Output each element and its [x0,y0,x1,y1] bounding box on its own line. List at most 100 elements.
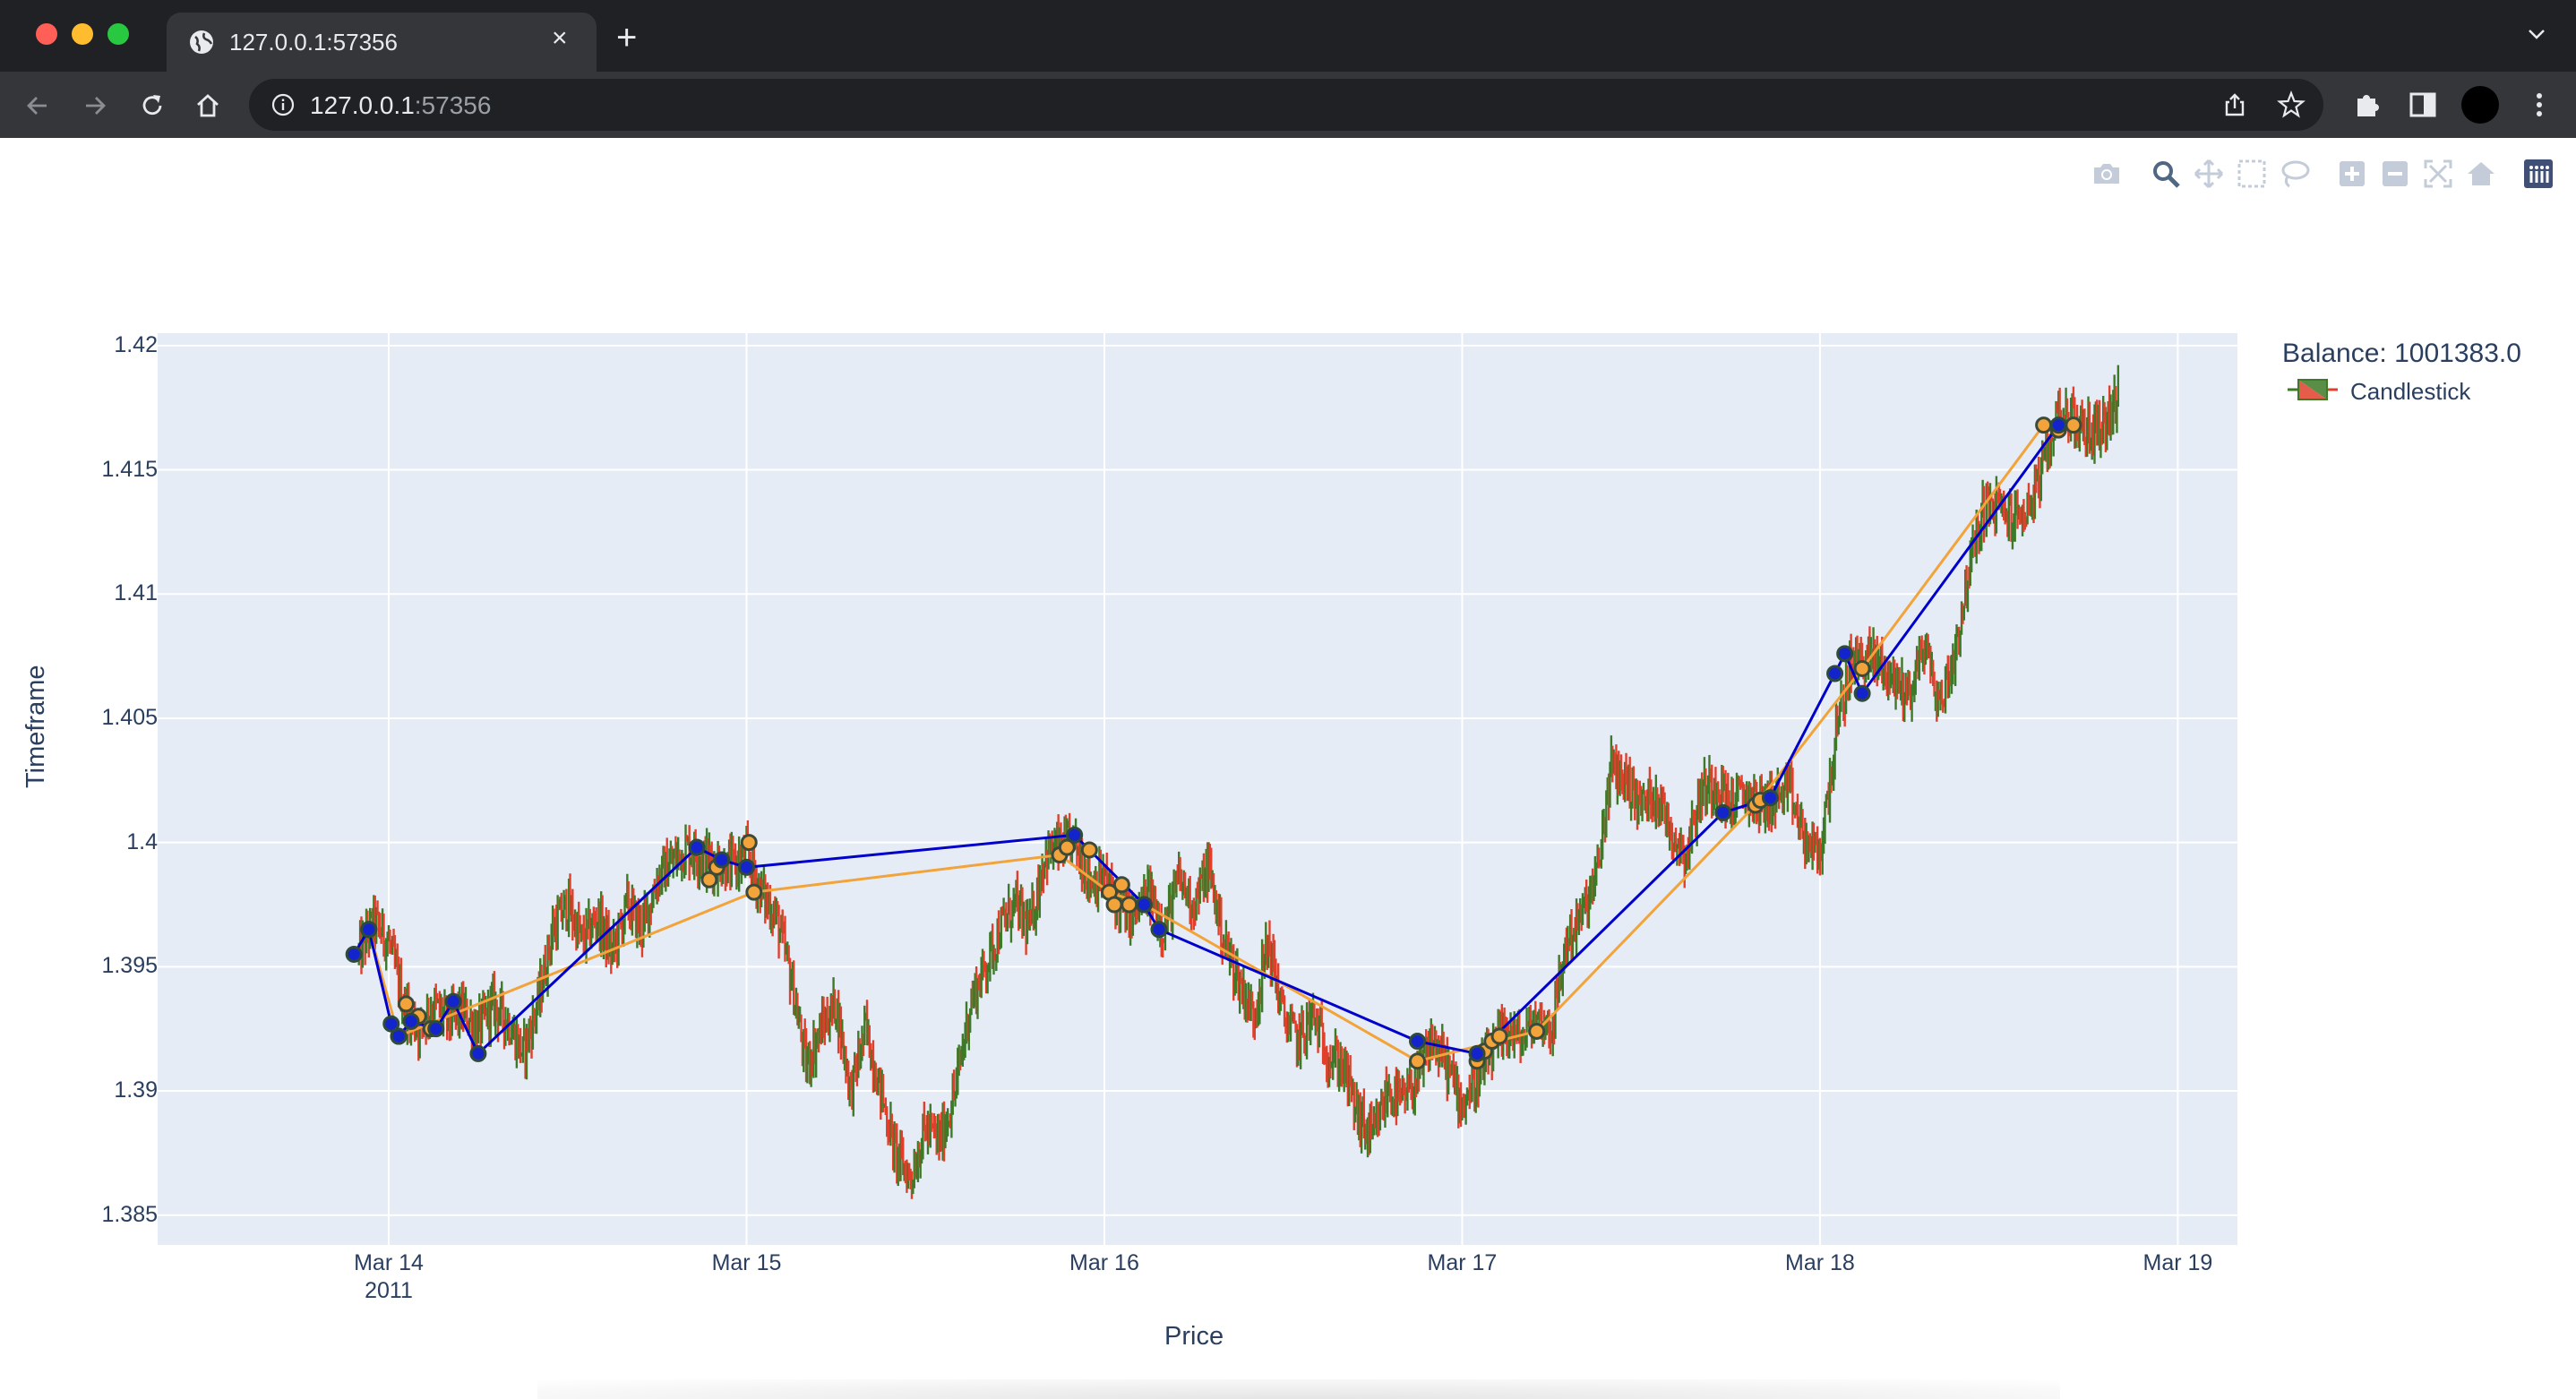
zoom-icon[interactable] [2150,158,2182,190]
tab-title: 127.0.0.1:57356 [229,29,398,56]
buy-trade-marker[interactable] [1714,803,1732,821]
zoom-in-icon[interactable] [2336,158,2368,190]
buy-trade-marker[interactable] [382,1015,400,1033]
reload-icon[interactable] [138,91,167,120]
url-host: 127.0.0.1 [310,91,415,119]
y-tick-label: 1.385 [101,1201,158,1227]
buy-trade-marker[interactable] [360,921,378,939]
sell-trade-marker[interactable] [1080,841,1098,859]
sell-trade-marker[interactable] [1112,876,1130,894]
buy-trade-marker[interactable] [402,1012,420,1030]
browser-toolbar: 127.0.0.1:57356 [0,72,2576,138]
reset-axes-icon[interactable] [2465,158,2497,190]
pan-icon[interactable] [2193,158,2225,190]
buy-trade-marker[interactable] [1836,645,1854,663]
x-tick-label: Mar 18 [1757,1250,1883,1276]
y-tick-label: 1.39 [114,1077,158,1103]
info-icon[interactable] [270,92,296,117]
tab-close-icon[interactable]: × [552,23,568,53]
sell-trade-marker[interactable] [1853,659,1871,677]
y-tick-label: 1.395 [101,953,158,979]
legend-title: Balance: 1001383.0 [2282,339,2521,368]
sell-trade-marker[interactable] [2035,416,2053,434]
x-tick-text: Mar 18 [1785,1250,1855,1275]
x-tick-text: Mar 17 [1427,1250,1498,1275]
plot-area[interactable] [158,333,2237,1245]
buy-trade-marker[interactable] [469,1044,487,1062]
profile-avatar[interactable] [2461,86,2499,124]
globe-icon [190,30,213,54]
gridlines [158,333,2237,1245]
buy-trade-marker[interactable] [444,992,462,1010]
lasso-icon[interactable] [2279,158,2311,190]
address-bar[interactable]: 127.0.0.1:57356 [249,79,2323,131]
star-icon[interactable] [2277,90,2306,119]
url-port: :57356 [414,91,492,119]
sidepanel-icon[interactable] [2408,90,2438,120]
sell-trade-marker[interactable] [1121,896,1138,914]
x-tick-label: Mar 17 [1399,1250,1524,1276]
sell-trade-marker[interactable] [2065,416,2082,434]
page-bottom-shadow [537,1379,2060,1399]
buy-trade-marker[interactable] [1826,665,1844,682]
buy-trade-marker[interactable] [427,1020,445,1038]
sell-trade-marker[interactable] [1058,838,1076,856]
buy-trade-marker[interactable] [1409,1033,1427,1051]
browser-tab[interactable]: 127.0.0.1:57356 × [167,13,597,72]
home-icon[interactable] [193,91,222,120]
buy-trade-marker[interactable] [737,858,755,876]
zoom-window-button[interactable] [107,23,129,45]
buy-trade-marker[interactable] [1135,896,1153,914]
x-tick-text: Mar 19 [2142,1250,2213,1275]
candlestick-chart[interactable] [0,138,2576,1399]
buy-trade-marker[interactable] [345,945,363,963]
sell-trade-marker[interactable] [745,883,763,901]
forward-icon[interactable] [81,91,109,120]
y-tick-label: 1.405 [101,704,158,730]
y-tick-label: 1.42 [114,331,158,357]
buy-trade-marker[interactable] [1468,1044,1486,1062]
close-window-button[interactable] [36,23,57,45]
x-axis-label: Price [1164,1322,1224,1351]
sell-trade-marker[interactable] [1528,1022,1546,1040]
sell-trade-marker[interactable] [740,834,758,852]
buy-trade-marker[interactable] [713,851,731,869]
sell-trade-marker[interactable] [700,871,718,888]
y-tick-label: 1.41 [114,580,158,606]
x-tick-year: 2011 [365,1278,413,1303]
sell-trade-marker[interactable] [1409,1052,1427,1070]
buy-trade-marker[interactable] [1761,789,1779,807]
x-tick-text: Mar 15 [711,1250,782,1275]
x-tick-label: Mar 15 [683,1250,809,1276]
minimize-window-button[interactable] [72,23,93,45]
new-tab-icon[interactable]: + [616,18,638,57]
chevron-down-icon[interactable] [2526,23,2547,45]
buy-trade-marker[interactable] [1853,684,1871,702]
zoom-out-icon[interactable] [2379,158,2411,190]
back-icon[interactable] [23,91,52,120]
legend-item-label[interactable]: Candlestick [2350,378,2471,405]
kebab-menu-icon[interactable] [2524,90,2555,120]
trade-markers[interactable] [345,416,2082,1070]
buy-trade-marker[interactable] [1150,921,1168,939]
sell-trade-marker[interactable] [1490,1027,1508,1045]
buy-trade-marker[interactable] [390,1027,408,1045]
browser-chrome: 127.0.0.1:57356 × + 127.0.0.1:57356 [0,0,2576,138]
box-select-icon[interactable] [2236,158,2268,190]
legend-candlestick-swatch[interactable] [2286,376,2340,403]
share-icon[interactable] [2221,91,2248,118]
url-text[interactable]: 127.0.0.1:57356 [310,91,491,120]
camera-icon[interactable] [2091,158,2123,190]
extensions-icon[interactable] [2352,90,2383,120]
x-tick-label: Mar 14 2011 [326,1250,451,1304]
buy-trade-line[interactable] [352,424,2060,1056]
buy-trade-marker[interactable] [688,838,706,856]
y-tick-label: 1.415 [101,456,158,482]
buy-trade-marker[interactable] [1066,826,1084,844]
plotly-logo-icon[interactable] [2522,158,2555,190]
x-tick-text: Mar 16 [1069,1250,1139,1275]
buy-trade-marker[interactable] [2049,416,2067,434]
autoscale-icon[interactable] [2422,158,2454,190]
sell-trade-marker[interactable] [397,995,415,1013]
sell-trade-marker[interactable] [1105,896,1123,914]
